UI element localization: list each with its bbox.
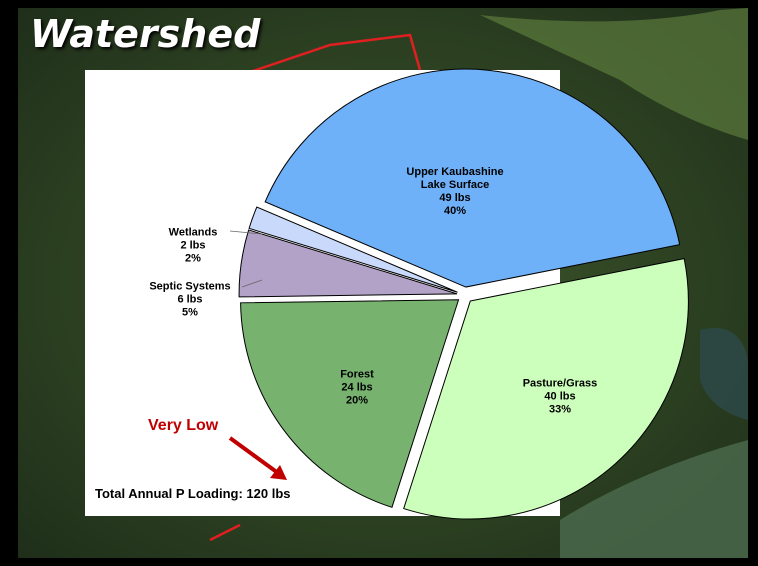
slice-label: Forest 24 lbs 20% <box>312 369 402 408</box>
arrow <box>228 436 280 475</box>
boundary <box>249 33 422 74</box>
annotation: Total Annual P Loading: 120 lbs <box>95 486 291 501</box>
arrow-head <box>270 465 287 480</box>
category-label: Wetlands <box>168 226 218 239</box>
title: Watershed <box>30 12 261 56</box>
pie-slice <box>264 68 681 288</box>
boundary <box>209 523 241 542</box>
lake <box>560 440 748 558</box>
slice-label: Wetlands 2 lbs 2% <box>148 227 238 266</box>
pie-slice <box>240 299 460 508</box>
percent-label: 40% <box>443 205 467 217</box>
category-label: Forest <box>340 368 374 381</box>
pie-slice <box>403 257 689 520</box>
percent-label: 20% <box>345 394 369 407</box>
value-label: 24 lbs <box>341 381 373 394</box>
value-label: 40 lbs <box>544 390 576 403</box>
slice-label: Pasture/Grass 40 lbs 33% <box>505 378 615 417</box>
category-label: Upper Kaubashine Lake Surface <box>406 166 504 191</box>
slice-label: Upper Kaubashine Lake Surface 49 lbs 40% <box>395 166 515 218</box>
category-label: Pasture/Grass <box>522 377 598 390</box>
value-label: 6 lbs <box>177 293 203 306</box>
percent-label: 2% <box>185 252 201 265</box>
leader-line <box>229 230 263 235</box>
pie <box>229 68 689 520</box>
pie-slice <box>238 229 458 298</box>
percent-label: 33% <box>548 403 572 416</box>
slice-label: Septic Systems 6 lbs 5% <box>135 281 245 320</box>
percent-label: 5% <box>182 306 198 319</box>
category-label: Septic Systems <box>149 280 231 293</box>
value-label: 2 lbs <box>180 239 206 252</box>
pie-slice <box>248 206 458 293</box>
field <box>480 8 748 140</box>
lake <box>700 328 748 420</box>
annotation: Very Low <box>148 417 219 434</box>
value-label: 49 lbs <box>439 192 471 204</box>
leader-line <box>241 279 263 288</box>
